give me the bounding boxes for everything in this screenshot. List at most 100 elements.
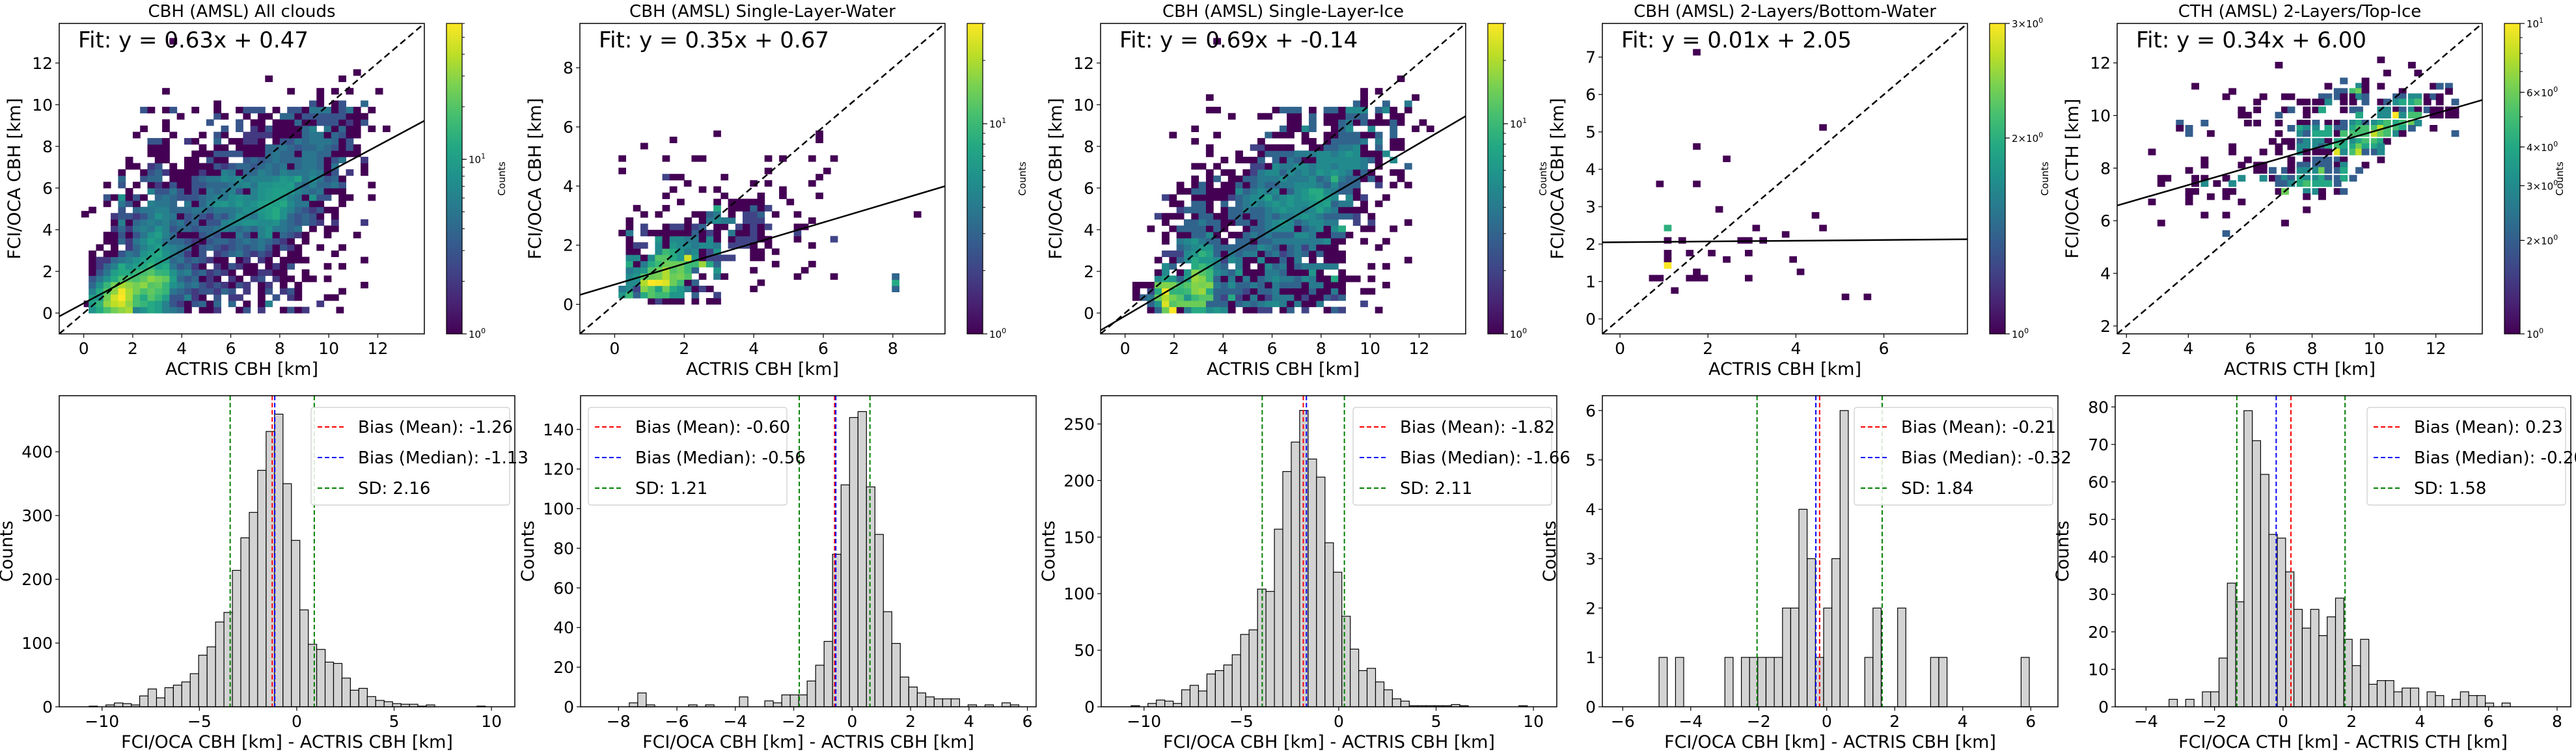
heatmap-cell: [272, 156, 281, 163]
x-tick-label: 0: [1615, 339, 1625, 358]
y-tick-label: 40: [2088, 548, 2109, 567]
heatmap-cell: [213, 194, 221, 201]
heatmap-cell: [191, 282, 200, 289]
heatmap-cell: [125, 200, 133, 208]
heatmap-cell: [89, 250, 96, 257]
heatmap-cell: [2185, 188, 2193, 195]
heatmap-cell: [323, 206, 332, 213]
heatmap-cell: [1294, 225, 1302, 232]
heatmap-cell: [1301, 213, 1309, 220]
heatmap-cell: [258, 125, 266, 132]
histogram-bar: [1291, 441, 1300, 707]
heatmap-cell: [206, 275, 214, 282]
heatmap-cell: [2349, 148, 2357, 156]
heatmap-cell: [213, 275, 221, 282]
histogram-bar: [2218, 657, 2228, 707]
heatmap-cell: [176, 269, 185, 276]
heatmap-cell: [1257, 232, 1265, 239]
heatmap-cell: [750, 236, 758, 243]
heatmap-cell: [2324, 138, 2333, 145]
heatmap-cell: [713, 298, 721, 305]
heatmap-cell: [1294, 119, 1302, 126]
heatmap-cell: [1279, 194, 1287, 201]
heatmap-cell: [2435, 93, 2444, 100]
heatmap-cell: [1235, 200, 1243, 208]
x-axis-label: FCI/OCA CBH [km] - ACTRIS CBH [km]: [1664, 732, 1996, 752]
y-tick-label: 30: [2088, 585, 2109, 604]
heatmap-cell: [140, 244, 148, 251]
heatmap-cell: [1279, 144, 1287, 151]
heatmap-cell: [316, 156, 325, 163]
heatmap-cell: [191, 169, 200, 176]
heatmap-cell: [1242, 219, 1251, 226]
heatmap-cell: [2312, 130, 2320, 137]
heatmap-cell: [1301, 187, 1309, 195]
y-tick-label: 6: [42, 179, 53, 198]
heatmap-cell: [162, 125, 170, 132]
heatmap-cell: [301, 194, 310, 201]
heatmap-cell: [2318, 93, 2326, 100]
heatmap-cell: [1678, 237, 1686, 244]
heatmap-cell: [1227, 213, 1236, 220]
heatmap-cell: [323, 138, 332, 145]
heatmap-cell: [221, 200, 229, 208]
x-tick-label: 0: [609, 339, 620, 358]
heatmap-cell: [162, 275, 170, 282]
heatmap-cell: [309, 275, 317, 282]
heatmap-cell: [1205, 200, 1214, 208]
heatmap-cell: [199, 187, 207, 195]
heatmap-cell: [338, 175, 346, 182]
heatmap-cell: [236, 107, 243, 114]
heatmap-cell: [1162, 282, 1170, 289]
heatmap-cell: [236, 138, 243, 145]
heatmap-cell: [338, 194, 346, 201]
heatmap-cell: [1338, 232, 1346, 239]
histogram-bar: [114, 702, 124, 707]
histogram-bar: [874, 534, 884, 707]
heatmap-cell: [162, 156, 170, 163]
x-axis-label: FCI/OCA CBH [km] - ACTRIS CBH [km]: [121, 732, 453, 752]
histogram-bar: [1675, 657, 1684, 707]
heatmap-cell: [353, 107, 361, 114]
heatmap-cell: [272, 169, 281, 176]
heatmap-cell: [1235, 294, 1243, 301]
heatmap-cell: [684, 223, 692, 230]
heatmap-cell: [2355, 167, 2363, 174]
heatmap-cell: [1205, 107, 1214, 114]
heatmap-cell: [1257, 175, 1265, 182]
heatmap-cell: [184, 175, 192, 182]
histogram-bar: [2393, 691, 2403, 707]
histogram-bar: [933, 698, 944, 707]
heatmap-cell: [361, 169, 368, 176]
heatmap-cell: [2333, 130, 2342, 137]
heatmap-cell: [1176, 200, 1185, 208]
heatmap-cell: [1205, 144, 1214, 151]
heatmap-cell: [1745, 275, 1753, 282]
heatmap-cell: [243, 187, 251, 195]
heatmap-cell: [133, 225, 141, 232]
legend-item-mean: Bias (Mean): -1.82: [1360, 418, 1555, 437]
heatmap-cell: [258, 307, 266, 314]
heatmap-cell: [1198, 213, 1207, 220]
histogram-bar: [1375, 681, 1385, 707]
heatmap-cell: [2259, 93, 2268, 100]
heatmap-cell: [2430, 106, 2438, 113]
heatmap-cell: [147, 244, 156, 251]
heatmap-cell: [1323, 150, 1332, 157]
heatmap-cell: [1309, 275, 1317, 282]
heatmap-cell: [1162, 263, 1170, 270]
heatmap-cell: [2269, 138, 2277, 145]
heatmap-cell: [1367, 119, 1376, 126]
heatmap-cell: [1205, 194, 1214, 201]
heatmap-cell: [287, 144, 295, 151]
heatmap-cell: [236, 175, 243, 182]
heatmap-cell: [2287, 138, 2295, 145]
heatmap-cell: [294, 307, 303, 314]
heatmap-cell: [2414, 70, 2422, 77]
heatmap-cell: [338, 263, 346, 270]
y-tick-label: 8: [1084, 137, 1094, 156]
heatmap-cell: [1235, 175, 1243, 182]
